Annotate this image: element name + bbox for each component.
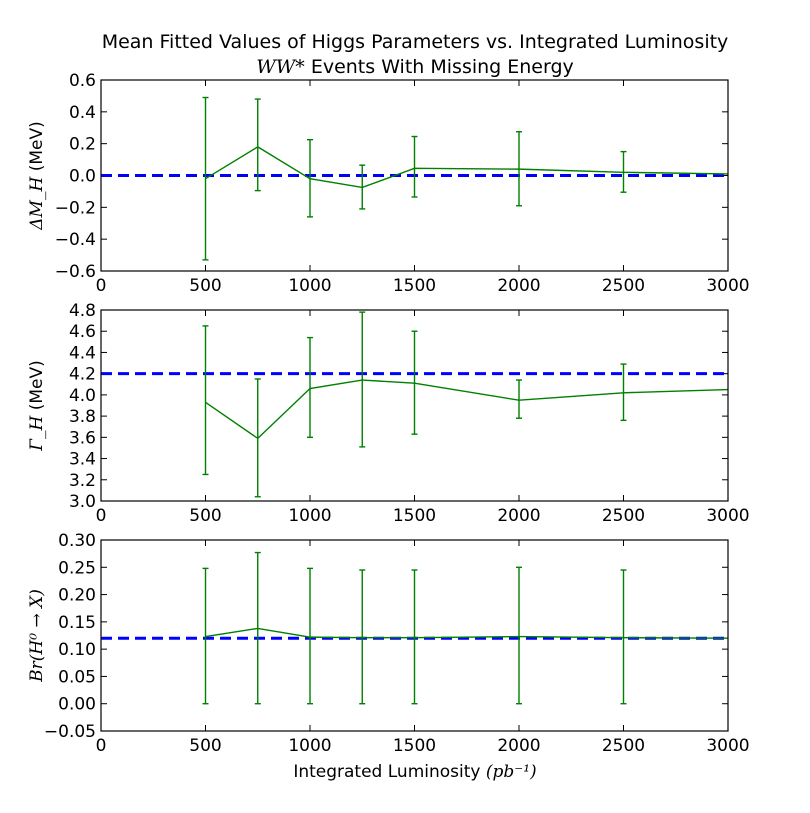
error-bar [254,98,261,192]
panel-3: −0.05 0.00 0.05 0.10 0.15 0.20 0.25 0.30 0 500 100… [27,531,750,756]
panel-2: 3.03.23.43.63.84.04.24.44.64.8 0 500 1000 15… [27,301,750,526]
plot-frame [100,309,729,502]
y-tick-label: 3.0 [69,492,96,512]
error-bar [202,325,209,476]
x-tick-label: 2500 [602,736,645,756]
y-axis-label-unit: (MeV) [27,360,47,415]
y-tick-label: 3.6 [69,428,96,448]
y-tick-label: 4.2 [69,365,96,385]
y-axis-label-symbol: ΔM_H [27,176,47,231]
y-tick-label: −0.2 [55,198,96,218]
x-tick-label: 3000 [706,506,749,526]
y-tick-label: 3.8 [69,407,96,427]
y-tick-label: 3.4 [69,450,96,470]
y-tick-label: 0.20 [58,586,96,606]
y-tick-label: 0.05 [58,667,96,687]
x-tick-label: 3000 [706,276,749,296]
y-tick-label: 0.15 [58,613,96,633]
y-tick-label: 3.2 [69,471,96,491]
error-bar [307,567,313,705]
y-tick-label: −0.6 [55,262,96,282]
y-tick-label: −0.4 [55,230,96,250]
chart-title-text: Events With Missing Energy [305,56,574,78]
x-tick-label: 2500 [602,276,645,296]
y-tick-label: 4.4 [69,343,96,363]
error-bar [620,569,627,705]
x-tick-label: 0 [96,276,107,296]
x-tick-label: 1000 [288,276,331,296]
series-line [205,627,729,639]
x-tick-label: 1500 [393,276,436,296]
y-tick-label: 0.0 [69,167,96,187]
x-tick-label: 3000 [706,736,749,756]
x-tick-label: 1000 [288,736,331,756]
error-bar [516,566,522,705]
y-tick-label: 0.00 [58,695,96,715]
x-tick-label: 2500 [602,506,645,526]
x-tick-label: 1000 [288,506,331,526]
x-tick-label: 0 [96,736,107,756]
error-bar [516,379,522,419]
error-bar [411,135,418,198]
y-tick-label: 4.8 [69,301,96,321]
series-line [205,146,729,189]
y-tick-label: −0.05 [44,722,96,742]
y-tick-label: 0.30 [58,531,96,551]
plot-frame [100,79,729,272]
x-tick-label: 2000 [497,736,540,756]
x-tick-label: 0 [96,506,107,526]
x-tick-label: 500 [189,276,221,296]
plot-frame [100,539,729,732]
x-axis-label-text: Integrated Luminosity [293,762,486,782]
y-axis-label-symbol: Γ_H [27,414,47,451]
y-axis-label: Br(H⁰ → X) [27,589,47,683]
y-tick-label: 0.2 [69,135,96,155]
error-bar [307,336,313,439]
x-tick-label: 500 [189,736,221,756]
chart-title-line1: Mean Fitted Values of Higgs Parameters v… [102,31,729,53]
series-line [205,379,729,440]
y-tick-label: 4.6 [69,322,96,342]
y-axis-label-symbol: Br(H⁰ → X) [27,589,47,683]
error-bar [411,569,418,705]
y-tick-label: 0.4 [69,103,96,123]
chart-title-line2: WW* Events With Missing Energy [256,56,574,78]
x-tick-label: 500 [189,506,221,526]
chart-title-math: WW* [256,56,305,78]
x-tick-label: 1500 [393,736,436,756]
y-tick-label: 0.10 [58,640,96,660]
x-tick-label: 2000 [497,276,540,296]
y-tick-label: 4.0 [69,386,96,406]
y-tick-label: 0.25 [58,558,96,578]
y-axis-label: Γ_H (MeV) [27,360,47,452]
x-axis-label: Integrated Luminosity (pb⁻¹) [293,762,536,782]
y-axis-label-unit: (MeV) [27,121,47,176]
error-bar [359,569,366,705]
y-axis-label: ΔM_H (MeV) [27,121,47,230]
panels: −0.6 −0.4 −0.2 0.0 0.2 0.4 0.6 0 500 1000 1500 2000… [27,71,750,756]
x-tick-label: 2000 [497,506,540,526]
panel-1: −0.6 −0.4 −0.2 0.0 0.2 0.4 0.6 0 500 1000 1500 2000… [27,71,750,296]
x-axis-label-unit: (pb⁻¹) [486,762,537,782]
y-tick-label: 0.6 [69,71,96,91]
x-tick-label: 1500 [393,506,436,526]
